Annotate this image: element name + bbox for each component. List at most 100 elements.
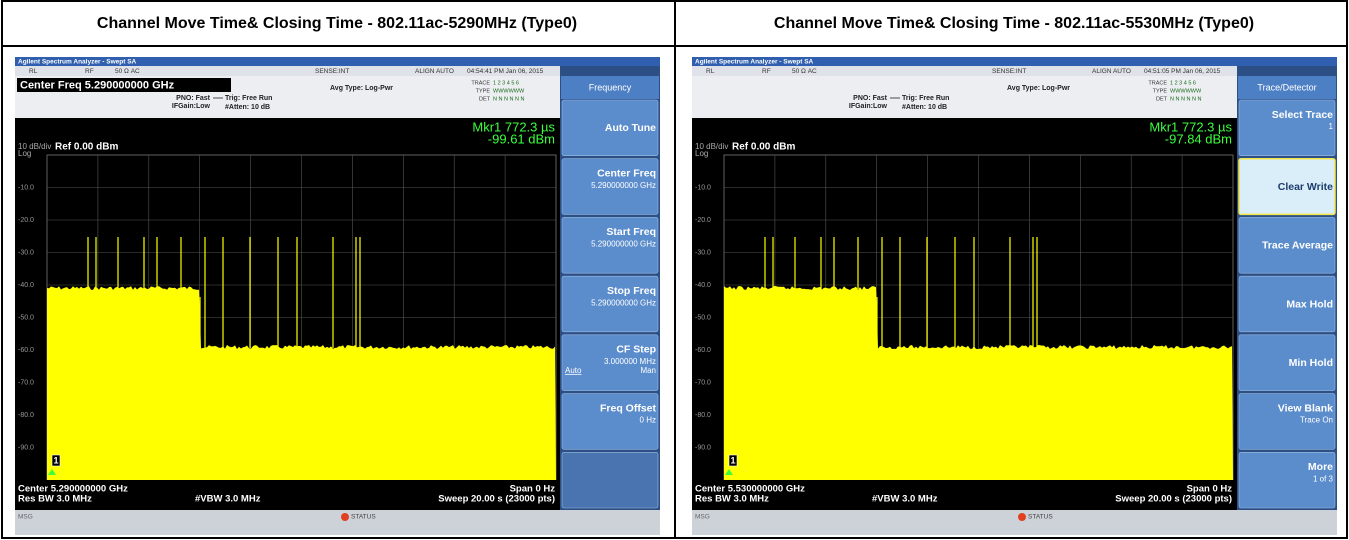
analyzer-screen: Agilent Spectrum Analyzer - Swept SA RL RF… — [15, 57, 660, 535]
softkey — [1238, 99, 1336, 157]
msg-bar — [692, 510, 1337, 535]
marker-readout: -97.84 dBm — [1165, 131, 1232, 146]
marker-id: 1 — [53, 455, 58, 465]
scale-label: 10 dB/div — [695, 142, 728, 151]
marker-readout: Mkr1 772.3 µs — [472, 119, 555, 134]
softkey — [1238, 393, 1336, 450]
status-label: STATUS — [351, 514, 376, 521]
softkey-label: More — [1308, 461, 1333, 473]
y-label: -20.0 — [695, 217, 711, 224]
status-item: SENSE:INT — [992, 68, 1026, 75]
status-item: 04:54:41 PM Jan 06, 2015 — [467, 68, 544, 75]
softkey — [561, 217, 659, 274]
title-bar — [692, 57, 1337, 66]
footer-text: Span 0 Hz — [510, 484, 556, 495]
setting: #Atten: 10 dB — [902, 104, 947, 111]
msg-bar — [15, 510, 660, 535]
trace-info-label: DET — [1156, 96, 1168, 102]
status-item: RF — [762, 68, 771, 75]
trace-info-label: TYPE — [476, 88, 491, 94]
softkey-sub: 1 of 3 — [1313, 474, 1334, 483]
y-label: -90.0 — [18, 444, 34, 451]
setting: Trig: Free Run — [902, 95, 949, 102]
softkey-label: Freq Offset — [600, 402, 657, 414]
softkey-sub: 5.290000000 GHz — [591, 240, 656, 249]
app-title: Agilent Spectrum Analyzer - Swept SA — [18, 59, 137, 66]
trace-info-value: N N N N N N — [1170, 96, 1202, 102]
softkey-sub: 5.290000000 GHz — [591, 298, 656, 307]
y-label: -70.0 — [695, 379, 711, 386]
marker-diamond — [725, 469, 733, 475]
trace-info-label: TYPE — [1153, 88, 1168, 94]
setting: #Atten: 10 dB — [225, 104, 270, 111]
y-label: -20.0 — [18, 217, 34, 224]
softkey-sub: 1 — [1329, 122, 1334, 131]
ref-level: Ref 0.00 dBm — [732, 142, 795, 153]
marker-box — [51, 454, 61, 467]
softkey-sub: 5.290000000 GHz — [591, 181, 656, 190]
status-icon — [341, 513, 349, 521]
setting: PNO: Fast — [176, 95, 211, 102]
y-label: -80.0 — [695, 412, 711, 419]
y-label: -90.0 — [695, 444, 711, 451]
marker-box — [728, 454, 738, 467]
info-area — [692, 76, 1237, 118]
softkey — [561, 158, 659, 215]
y-label: -10.0 — [18, 184, 34, 191]
y-label: -40.0 — [695, 282, 711, 289]
y-label: -50.0 — [18, 314, 34, 321]
footer-text: Center 5.290000000 GHz — [18, 484, 128, 495]
setting: Trig: Free Run — [225, 95, 272, 102]
footer-text: #VBW 3.0 MHz — [195, 494, 261, 505]
trace-info-value: WWWWWW — [493, 88, 525, 94]
scale-label: 10 dB/div — [18, 142, 51, 151]
panel-heading: Channel Move Time& Closing Time - 802.11… — [774, 15, 1254, 32]
softkey — [1238, 157, 1336, 216]
footer-text: Sweep 20.00 s (23000 pts) — [438, 494, 555, 505]
trace-info-value: 1 2 3 4 5 6 — [493, 80, 519, 86]
status-icon — [1018, 513, 1026, 521]
status-row — [692, 66, 1237, 76]
marker-id: 1 — [730, 455, 735, 465]
softkey — [1238, 334, 1336, 391]
analyzer-screen: Agilent Spectrum Analyzer - Swept SA RL RF… — [692, 57, 1337, 535]
footer-text: Span 0 Hz — [1187, 484, 1233, 495]
marker-readout: -99.61 dBm — [488, 131, 555, 146]
softkey-sub: 3.000000 MHz — [604, 357, 656, 366]
status-item: 50 Ω AC — [792, 68, 817, 75]
app-title: Agilent Spectrum Analyzer - Swept SA — [695, 59, 814, 66]
y-label: -30.0 — [18, 249, 34, 256]
y-label: -70.0 — [18, 379, 34, 386]
status-item: RF — [85, 68, 94, 75]
title-bar — [15, 57, 660, 66]
softkey-sub: Trace On — [1300, 416, 1333, 425]
trace-info-value: N N N N N N — [493, 96, 525, 102]
status-item: SENSE:INT — [315, 68, 349, 75]
setting: IFGain:Low — [849, 103, 888, 110]
trace-info-label: TRACE — [1148, 80, 1167, 86]
panel-heading: Channel Move Time& Closing Time - 802.11… — [97, 15, 577, 32]
menu-title: Frequency — [589, 82, 632, 92]
footer-text: Res BW 3.0 MHz — [18, 494, 92, 505]
center-freq-text: Center Freq 5.290000000 GHz — [20, 79, 175, 91]
ref-level: Ref 0.00 dBm — [55, 142, 118, 153]
softkey-blank — [561, 451, 659, 509]
softkey — [561, 393, 659, 450]
trace-fill — [47, 286, 556, 480]
marker-diamond — [48, 469, 56, 475]
setting: Avg Type: Log-Pwr — [1007, 85, 1070, 92]
scale-label: Log — [695, 149, 708, 158]
softkey-label: Auto Tune — [605, 122, 656, 134]
status-item: 04:51:05 PM Jan 06, 2015 — [1144, 68, 1221, 75]
status-label: STATUS — [1028, 514, 1053, 521]
status-item: RL — [29, 68, 38, 75]
y-label: -60.0 — [695, 347, 711, 354]
setting: PNO: Fast — [853, 95, 888, 102]
softkey-label: Select Trace — [1272, 109, 1333, 121]
softkey — [1238, 217, 1336, 274]
center-freq-banner — [17, 78, 231, 92]
footer-text: Sweep 20.00 s (23000 pts) — [1115, 494, 1232, 505]
softkey — [1238, 275, 1336, 333]
trace-info-label: DET — [479, 96, 491, 102]
